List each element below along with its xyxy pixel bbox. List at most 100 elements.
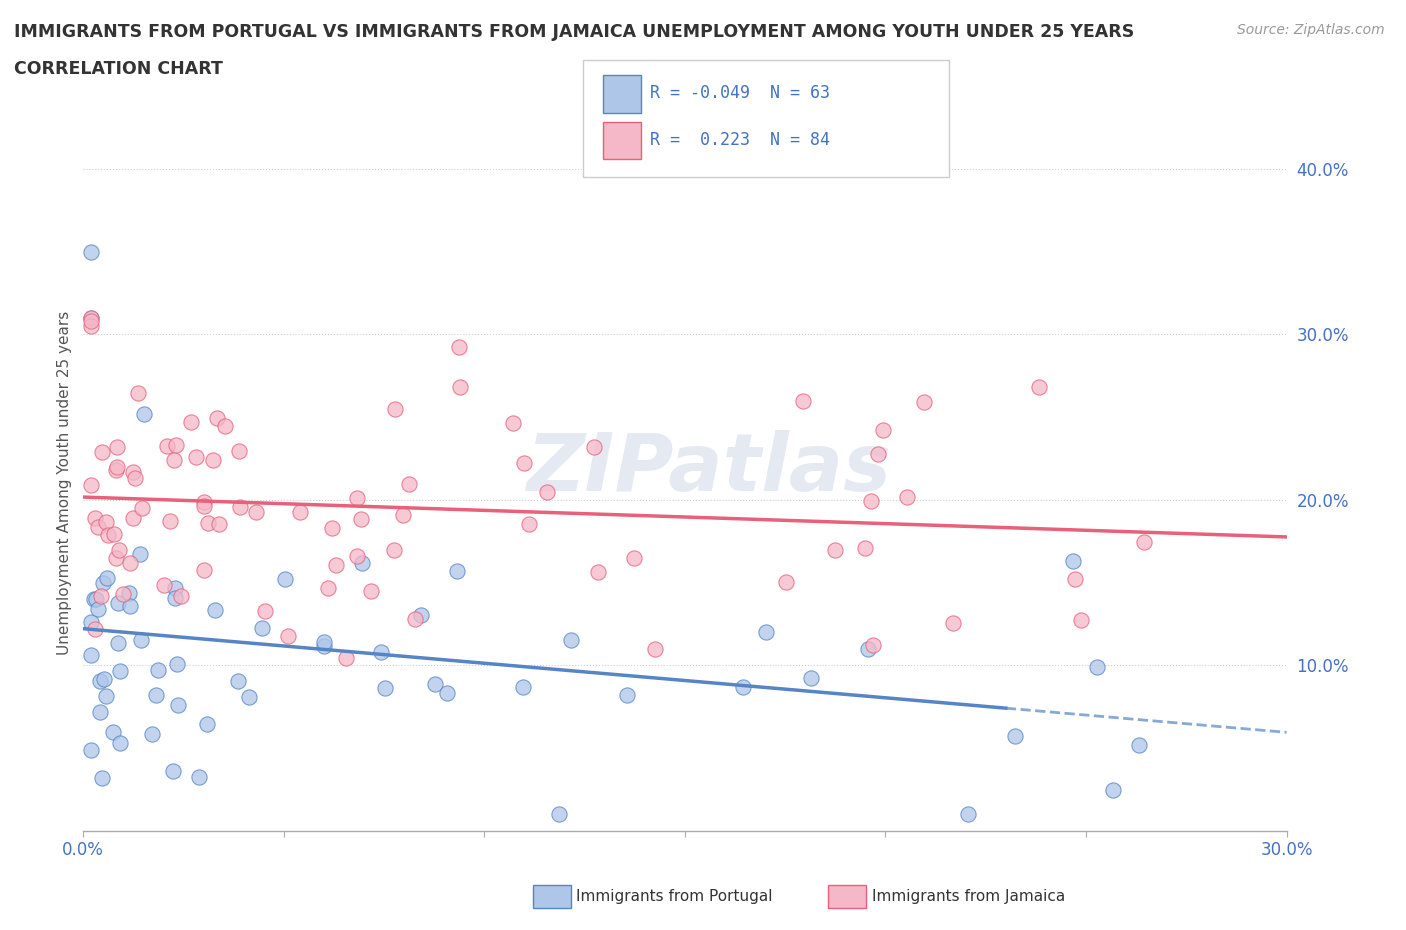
Point xyxy=(91,770,114,785)
Point xyxy=(274,572,297,587)
Point xyxy=(167,698,190,712)
Point xyxy=(165,438,187,453)
Point xyxy=(229,500,252,515)
Point xyxy=(93,671,115,686)
Text: R = -0.049  N = 63: R = -0.049 N = 63 xyxy=(650,84,830,102)
Point xyxy=(411,608,433,623)
Point xyxy=(1070,613,1092,628)
Point xyxy=(449,380,471,395)
Point xyxy=(146,662,169,677)
Point xyxy=(207,410,229,425)
Point xyxy=(536,485,558,499)
Point xyxy=(166,657,188,671)
Point xyxy=(860,494,883,509)
Point xyxy=(103,724,125,739)
Y-axis label: Unemployment Among Youth under 25 years: Unemployment Among Youth under 25 years xyxy=(58,312,72,656)
Point xyxy=(1085,659,1108,674)
Point xyxy=(159,513,181,528)
Point xyxy=(108,735,131,750)
Point xyxy=(124,471,146,485)
Point xyxy=(316,581,339,596)
Point xyxy=(446,563,468,578)
Point xyxy=(290,505,312,520)
Point xyxy=(107,596,129,611)
Point xyxy=(423,677,446,692)
Point xyxy=(80,311,103,325)
Point xyxy=(226,673,249,688)
Point xyxy=(560,632,582,647)
Point xyxy=(111,586,134,601)
Point xyxy=(90,589,112,604)
Point xyxy=(165,591,187,605)
Text: IMMIGRANTS FROM PORTUGAL VS IMMIGRANTS FROM JAMAICA UNEMPLOYMENT AMONG YOUTH UND: IMMIGRANTS FROM PORTUGAL VS IMMIGRANTS F… xyxy=(14,23,1135,41)
Point xyxy=(321,520,343,535)
Point xyxy=(80,319,103,334)
Text: Immigrants from Jamaica: Immigrants from Jamaica xyxy=(872,889,1064,904)
Point xyxy=(163,580,186,595)
Point xyxy=(824,542,846,557)
Point xyxy=(127,386,149,401)
Point xyxy=(86,591,108,606)
Point xyxy=(89,673,111,688)
Point xyxy=(502,416,524,431)
Point xyxy=(228,444,250,458)
Point xyxy=(582,439,605,454)
Point xyxy=(775,575,797,590)
Point xyxy=(80,311,103,325)
Point xyxy=(118,555,141,570)
Point xyxy=(346,491,368,506)
Point xyxy=(1102,782,1125,797)
Point xyxy=(83,591,105,606)
Point xyxy=(872,423,894,438)
Text: ZIPatlas: ZIPatlas xyxy=(526,431,891,509)
Point xyxy=(84,622,107,637)
Point xyxy=(97,527,120,542)
Point xyxy=(94,688,117,703)
Point xyxy=(214,418,236,433)
Point xyxy=(80,477,103,492)
Point xyxy=(156,439,179,454)
Point xyxy=(858,642,880,657)
Point xyxy=(193,563,215,578)
Point xyxy=(360,584,382,599)
Text: CORRELATION CHART: CORRELATION CHART xyxy=(14,60,224,78)
Point xyxy=(80,245,103,259)
Point xyxy=(80,615,103,630)
Point xyxy=(105,439,128,454)
Point xyxy=(325,557,347,572)
Point xyxy=(103,526,125,541)
Point xyxy=(145,687,167,702)
Point xyxy=(1062,553,1084,568)
Point xyxy=(134,406,156,421)
Point xyxy=(335,650,357,665)
Point xyxy=(350,512,373,526)
Point xyxy=(404,612,426,627)
Point xyxy=(644,642,666,657)
Point xyxy=(862,637,884,652)
Point xyxy=(91,445,114,459)
Point xyxy=(449,339,471,354)
Point xyxy=(131,500,153,515)
Point xyxy=(96,514,118,529)
Text: Source: ZipAtlas.com: Source: ZipAtlas.com xyxy=(1237,23,1385,37)
Point xyxy=(623,551,645,565)
Point xyxy=(956,807,979,822)
Point xyxy=(129,547,152,562)
Point xyxy=(96,570,118,585)
Point xyxy=(252,620,274,635)
Point xyxy=(80,742,103,757)
Point xyxy=(105,551,128,565)
Point xyxy=(186,450,208,465)
Point xyxy=(1004,728,1026,743)
Point xyxy=(374,681,396,696)
Point xyxy=(512,680,534,695)
Point xyxy=(384,542,406,557)
Point xyxy=(312,634,335,649)
Point xyxy=(107,636,129,651)
Point xyxy=(87,602,110,617)
Point xyxy=(346,548,368,563)
Point xyxy=(942,616,965,631)
Text: R =  0.223  N = 84: R = 0.223 N = 84 xyxy=(650,131,830,150)
Point xyxy=(277,629,299,644)
Point xyxy=(93,576,115,591)
